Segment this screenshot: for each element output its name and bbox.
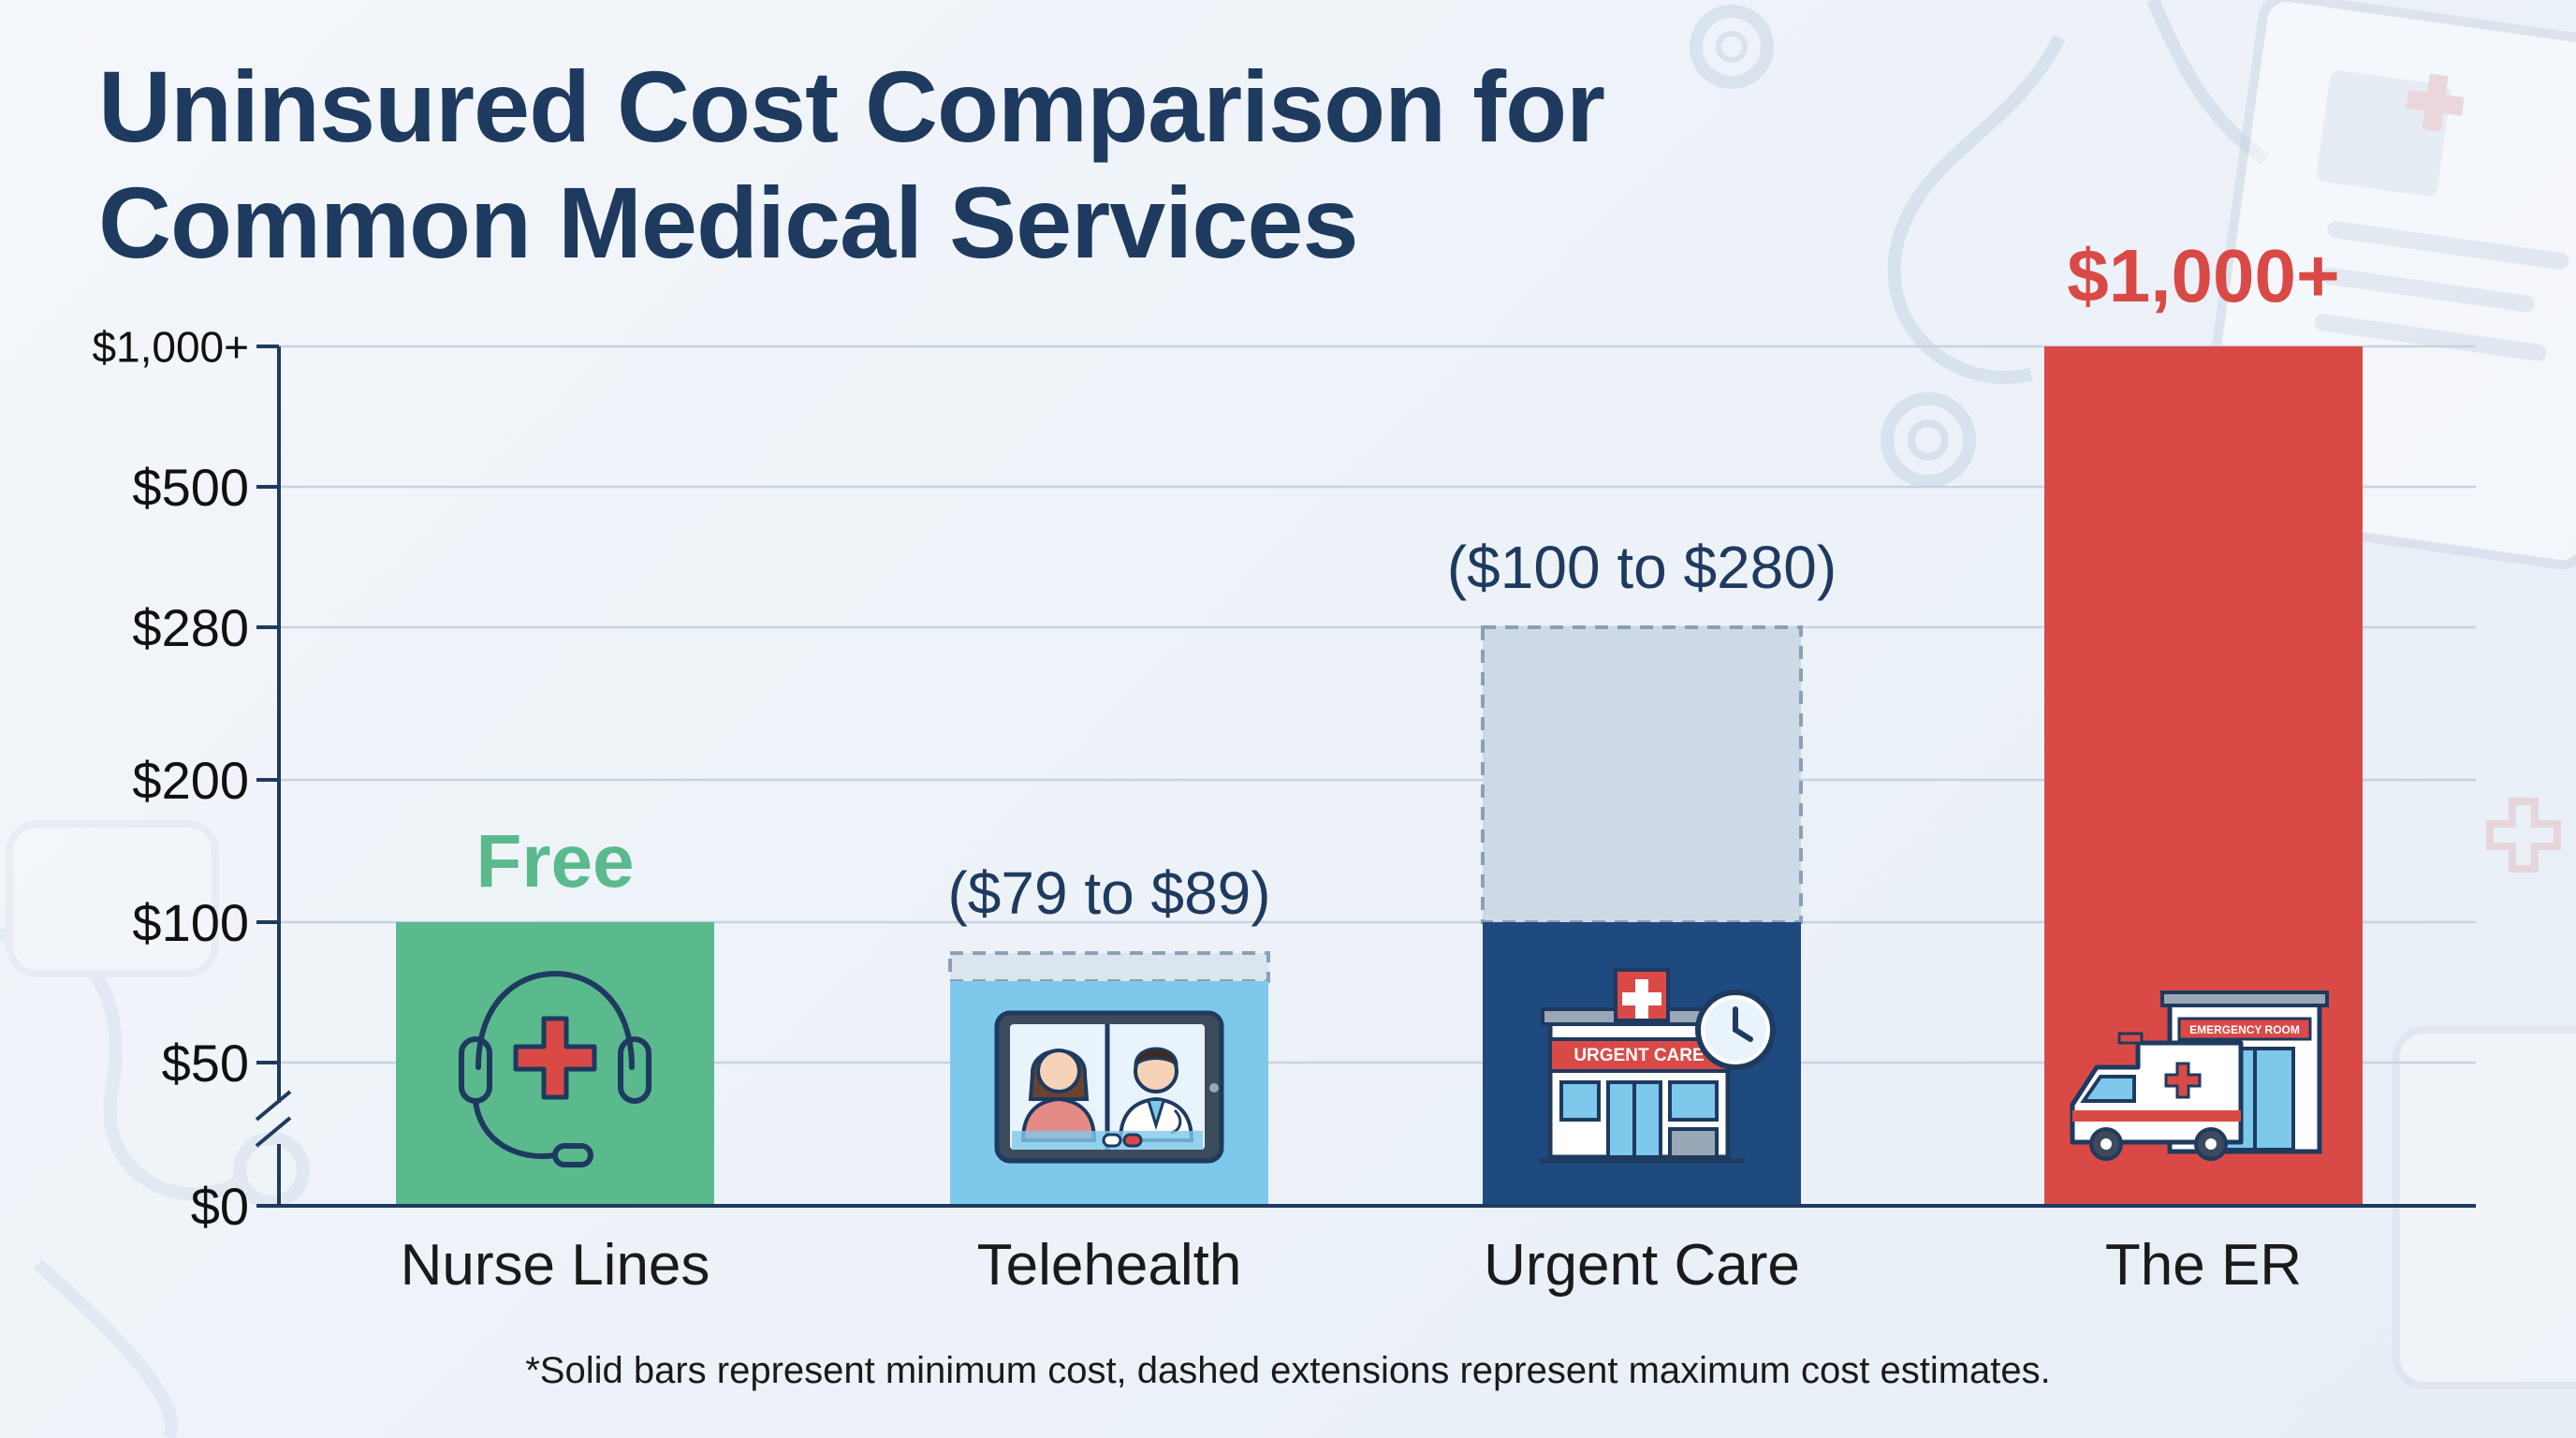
chart-title: Uninsured Cost Comparison for Common Med… bbox=[98, 50, 1605, 279]
urgent-care-sign: URGENT CARE bbox=[1573, 1046, 1704, 1065]
urgent-care-building-icon: URGENT CARE bbox=[1539, 968, 1776, 1164]
er-sign: EMERGENCY ROOM bbox=[2189, 1023, 2300, 1036]
bar-value-label: $1,000+ bbox=[2067, 234, 2339, 317]
y-tick-label: $500 bbox=[132, 458, 249, 517]
chart-footnote: *Solid bars represent minimum cost, dash… bbox=[525, 1350, 2051, 1391]
y-tick-label: $50 bbox=[162, 1034, 249, 1093]
axis-break-mark bbox=[255, 1090, 292, 1122]
labels: Nurse Lines Free Telehealth ($79 to $89) Urg… bbox=[401, 234, 2340, 1298]
axis-break-mark bbox=[255, 1116, 292, 1148]
bars bbox=[396, 346, 2363, 1206]
axes: $1,000+ $500 $280 $200 $100 $50 $0 bbox=[92, 323, 2476, 1236]
x-category-label: Nurse Lines bbox=[401, 1233, 710, 1298]
bar-value-label: ($100 to $280) bbox=[1447, 534, 1837, 601]
bar-icons: URGENT CARE EMERGENCY ROOM bbox=[459, 968, 2329, 1167]
y-tick-label: $1,000+ bbox=[92, 323, 249, 372]
y-tick-label: $100 bbox=[132, 893, 249, 952]
headset-medical-icon bbox=[459, 971, 651, 1167]
y-tick-label: $200 bbox=[132, 751, 249, 810]
x-category-label: The ER bbox=[2105, 1233, 2302, 1298]
y-tick-label: $280 bbox=[132, 598, 249, 657]
ambulance-emergency-icon: EMERGENCY ROOM bbox=[2070, 990, 2329, 1161]
y-tick-label: $0 bbox=[191, 1177, 249, 1236]
video-call-doctor-icon bbox=[994, 1010, 1224, 1164]
x-category-label: Urgent Care bbox=[1484, 1233, 1800, 1298]
x-category-label: Telehealth bbox=[977, 1233, 1242, 1298]
bar-max-extension bbox=[1481, 625, 1803, 924]
bar-value-label: ($79 to $89) bbox=[947, 859, 1270, 927]
bar-max-extension bbox=[948, 951, 1270, 983]
bar-value-label: Free bbox=[476, 819, 635, 902]
